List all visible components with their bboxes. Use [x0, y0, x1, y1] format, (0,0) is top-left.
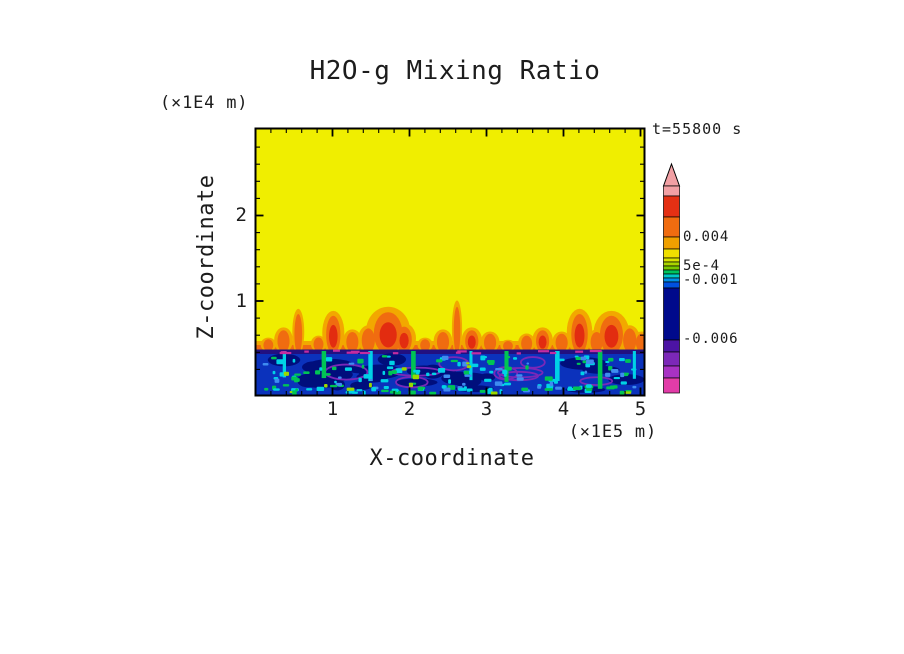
x-tick-label-4: 4 — [557, 398, 570, 420]
z-tick-label-2: 2 — [235, 204, 247, 226]
x-axis-title: X-coordinate — [369, 446, 535, 471]
colorbar-tick-label-5e-4: 5e-4 — [683, 258, 720, 274]
chart-title: H2O-g Mixing Ratio — [309, 56, 601, 86]
colorbar-tick-label--0.001: -0.001 — [683, 272, 739, 288]
x-tick-label-3: 3 — [480, 398, 493, 420]
x-tick-label-1: 1 — [326, 398, 339, 420]
z-axis-unit-label: (×1E4 m) — [160, 93, 249, 113]
x-tick-label-2: 2 — [403, 398, 416, 420]
z-tick-label-1: 1 — [235, 290, 247, 312]
x-axis-unit-label: (×1E5 m) — [568, 422, 657, 442]
heatmap-field — [255, 128, 645, 396]
x-tick-label-5: 5 — [634, 398, 647, 420]
time-annotation: t=55800 s — [652, 120, 743, 138]
colorbar-tick-label--0.006: -0.006 — [683, 331, 739, 347]
plot-frame — [254, 127, 646, 397]
colorbar-gradient — [662, 162, 681, 394]
colorbar-tick-label-0.004: 0.004 — [683, 229, 730, 245]
z-axis-title: Z-coordinate — [194, 174, 219, 340]
